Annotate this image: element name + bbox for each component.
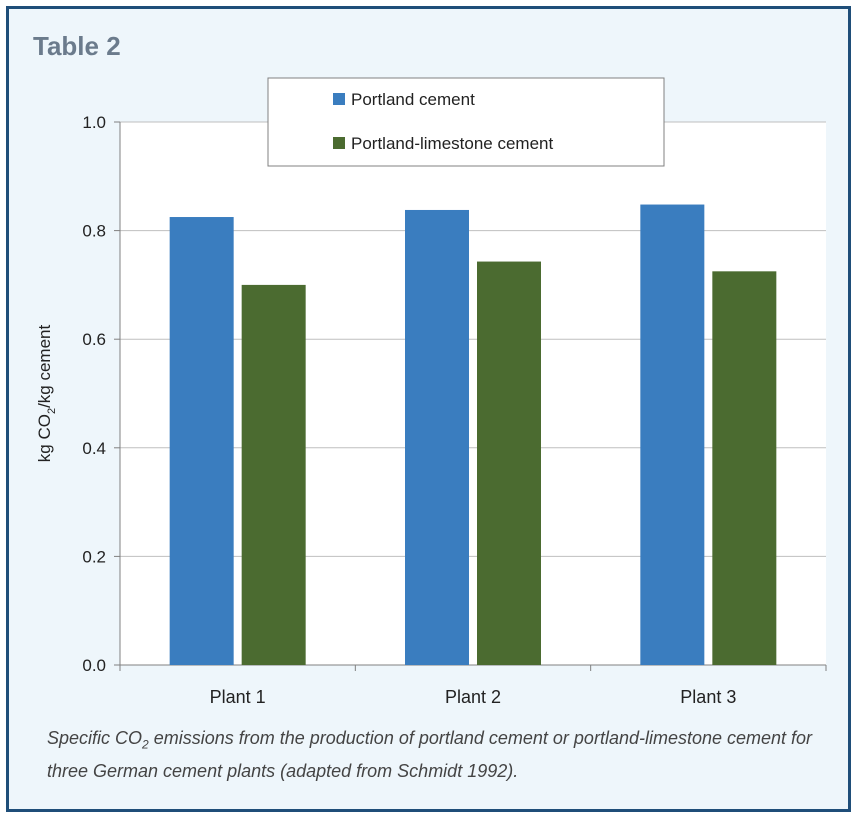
caption-text-1: Specific CO: [47, 728, 143, 748]
x-tick-label: Plant 1: [210, 687, 266, 707]
y-tick-label: 1.0: [82, 113, 106, 132]
x-tick-label: Plant 2: [445, 687, 501, 707]
bar: [241, 284, 306, 665]
legend-swatch: [333, 93, 345, 105]
bar: [405, 209, 469, 665]
y-tick-label: 0.4: [82, 439, 106, 458]
bar: [640, 204, 705, 665]
x-tick-label: Plant 3: [680, 687, 736, 707]
plot-area: [120, 122, 826, 665]
figure-caption: Specific CO2 emissions from the producti…: [47, 725, 837, 784]
caption-text-2: emissions from the production of portlan…: [47, 728, 813, 781]
y-tick-label: 0.8: [82, 222, 106, 241]
legend-label: Portland cement: [351, 90, 475, 109]
y-tick-label: 0.2: [82, 547, 106, 566]
bar: [712, 271, 777, 665]
caption-subscript: 2: [142, 737, 149, 752]
legend-swatch: [333, 137, 345, 149]
bar: [169, 217, 234, 665]
table-label: Table 2: [33, 31, 121, 61]
legend-label: Portland-limestone cement: [351, 134, 553, 153]
y-tick-label: 0.6: [82, 330, 106, 349]
y-tick-label: 0.0: [82, 656, 106, 675]
bar: [477, 261, 541, 665]
y-axis-label: kg CO2/kg cement: [35, 324, 58, 462]
legend-box: [267, 77, 665, 167]
